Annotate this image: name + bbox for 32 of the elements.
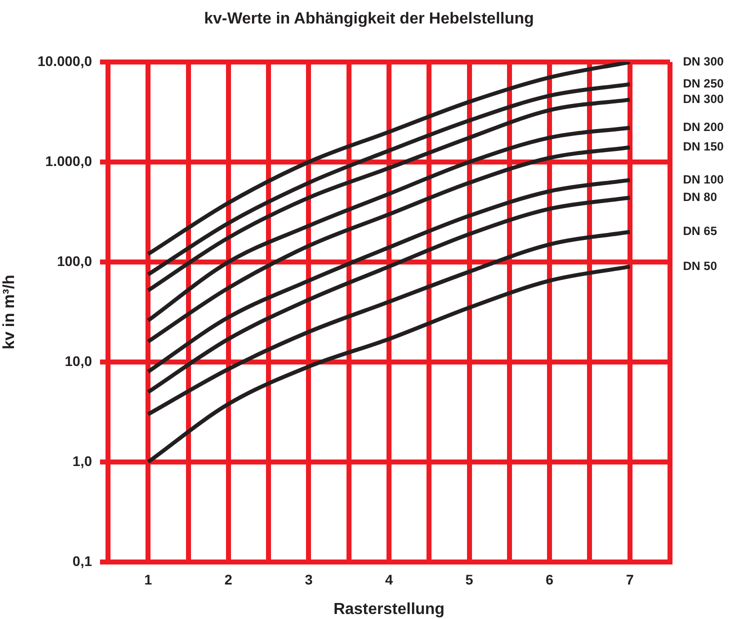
text: DN 100	[683, 172, 724, 186]
x-tick-label: 3	[304, 571, 313, 588]
x-tick-label: 4	[385, 571, 394, 588]
text: DN 150	[683, 140, 724, 154]
text: DN 65	[683, 224, 718, 238]
line-series	[146, 126, 632, 323]
text: DN 250	[683, 76, 724, 90]
line-series	[146, 145, 632, 344]
x-tick-label: 7	[626, 571, 634, 588]
line-series	[146, 230, 632, 416]
x-tick-label: 6	[546, 571, 554, 588]
text: DN 50	[683, 258, 718, 273]
y-tick-label: 1.000,0	[45, 152, 92, 169]
y-tick-label: 10.000,0	[38, 52, 92, 69]
x-tick-label: 2	[224, 571, 233, 588]
text: DN 300	[683, 54, 724, 68]
y-tick-label: 1,0	[72, 452, 92, 469]
line-series	[146, 178, 632, 374]
x-axis-title: Rasterstellung	[333, 600, 445, 618]
y-tick-label: 10,0	[64, 352, 92, 369]
x-tick-label: 5	[465, 571, 474, 588]
text: DN 80	[683, 190, 718, 204]
text: DN 200	[683, 120, 724, 134]
chart-title: kv-Werte in Abhängigkeit der Hebelstellung	[204, 10, 534, 28]
line-series	[146, 62, 632, 256]
y-tick-label: 100,0	[56, 252, 92, 269]
text: DN 300	[683, 92, 724, 106]
y-axis-title: kv in m³/h	[1, 274, 18, 350]
line-series	[146, 196, 632, 394]
line-series	[146, 264, 632, 464]
x-tick-label: 1	[144, 571, 152, 588]
y-tick-label: 0,1	[72, 552, 92, 569]
